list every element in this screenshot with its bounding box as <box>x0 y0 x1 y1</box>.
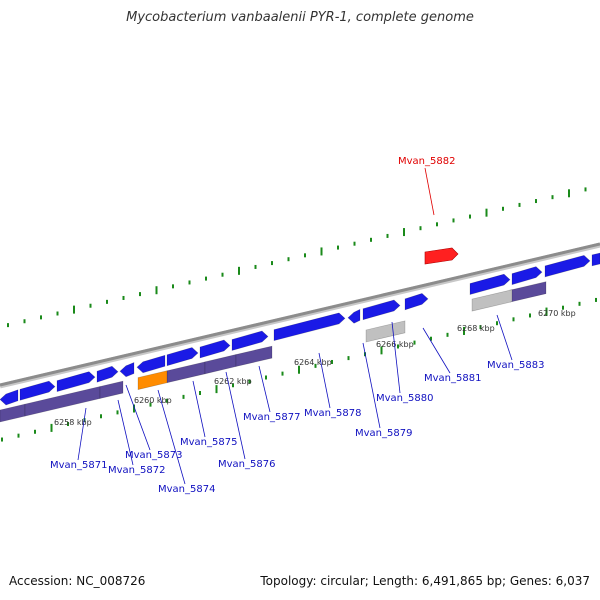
label-leader-line <box>422 327 451 374</box>
gene-reverse-block <box>235 345 273 367</box>
gene-forward-block <box>199 339 231 359</box>
label-leader-line <box>77 407 87 461</box>
gene-gray-block <box>365 320 406 343</box>
label-leader-line <box>157 389 186 485</box>
gene-forward-block <box>404 293 429 311</box>
gene-gray-block <box>471 289 513 312</box>
scale-label: 6264 kbp <box>294 358 332 367</box>
gene-forward-block <box>511 266 543 286</box>
gene-reverse-block <box>0 403 26 423</box>
scale-label: 6270 kbp <box>538 309 576 318</box>
label-leader-line <box>225 371 246 460</box>
scale-label: 6262 kbp <box>214 377 252 386</box>
scale-label: 6258 kbp <box>54 418 92 427</box>
label-leader-line <box>391 321 401 394</box>
gene-forward-block <box>0 389 19 406</box>
gene-label: Mvan_5874 <box>158 484 215 495</box>
accession-text: Accession: NC_008726 <box>9 574 146 588</box>
gene-label: Mvan_5876 <box>218 459 275 470</box>
label-leader-line <box>496 314 513 361</box>
gene-label: Mvan_5881 <box>424 373 481 384</box>
gene-reverse-block <box>99 380 124 399</box>
label-leader-line <box>117 399 134 466</box>
gene-forward-block <box>119 362 135 378</box>
gene-forward-block <box>347 308 361 324</box>
gene-forward-block <box>96 365 119 383</box>
backbone-line <box>0 242 600 387</box>
gene-forward-block <box>544 255 591 278</box>
gene-forward-block <box>362 299 401 321</box>
label-leader-line <box>424 167 435 216</box>
label-leader-line <box>258 365 271 413</box>
map-title: Mycobacterium vanbaalenii PYR-1, complet… <box>126 10 474 25</box>
gene-forward-block <box>231 330 269 351</box>
gene-label: Mvan_5877 <box>243 412 300 423</box>
gene-label: Mvan_5882 <box>398 156 455 167</box>
gene-reverse-block <box>509 281 547 303</box>
label-leader-line <box>318 352 331 409</box>
gene-label: Mvan_5871 <box>50 460 107 471</box>
gene-forward-block <box>136 354 166 374</box>
label-leader-line <box>192 380 206 438</box>
gene-reverse-block <box>166 361 206 384</box>
gene-label: Mvan_5880 <box>376 393 433 404</box>
gene-forward-block <box>19 380 56 401</box>
gene-forward-block <box>166 347 199 367</box>
gene-orange-block <box>137 370 168 390</box>
genome-summary-text: Topology: circular; Length: 6,491,865 bp… <box>260 574 590 588</box>
scale-label: 6268 kbp <box>457 324 495 333</box>
label-leader-line <box>362 342 381 429</box>
gene-label: Mvan_5883 <box>487 360 544 371</box>
gene-label: Mvan_5872 <box>108 465 165 476</box>
gene-forward-block <box>273 312 346 341</box>
gene-reverse-block <box>204 354 237 375</box>
gene-label: Mvan_5879 <box>355 428 412 439</box>
label-leader-line <box>125 384 151 451</box>
scale-label: 6260 kbp <box>134 396 172 405</box>
gene-forward-block <box>56 371 96 393</box>
gene-highlight-block <box>424 247 459 265</box>
gene-forward-block <box>591 252 600 267</box>
gene-label: Mvan_5875 <box>180 437 237 448</box>
gene-label: Mvan_5873 <box>125 450 182 461</box>
gene-label: Mvan_5878 <box>304 408 361 419</box>
gene-forward-block <box>469 273 511 295</box>
